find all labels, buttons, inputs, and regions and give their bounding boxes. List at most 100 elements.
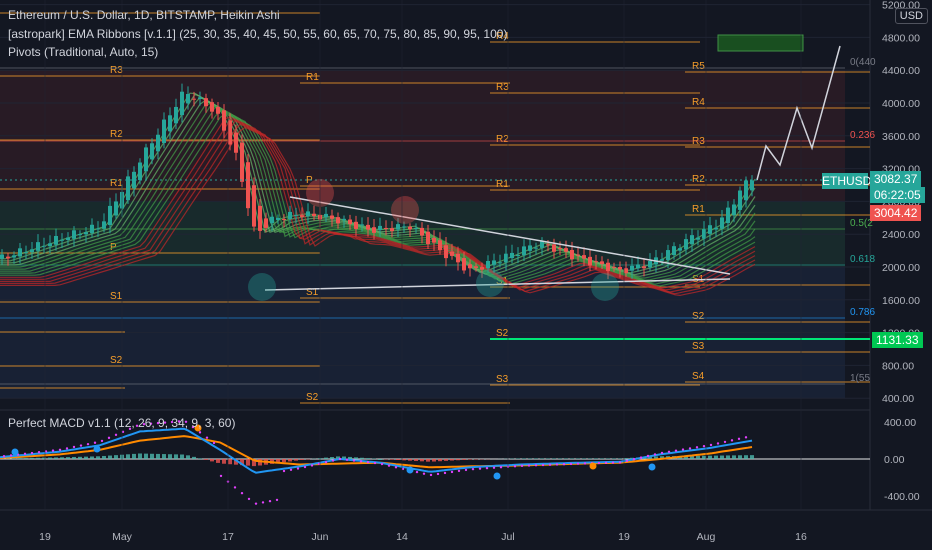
histogram-bar xyxy=(72,456,76,459)
candle-body xyxy=(24,252,28,254)
histogram-bar xyxy=(48,457,52,459)
magenta-dot xyxy=(296,467,300,470)
candle-body xyxy=(186,94,190,104)
currency-badge[interactable]: USD xyxy=(894,8,928,24)
candle-body xyxy=(348,219,352,225)
price-tick-label: 4000.00 xyxy=(882,98,920,110)
magenta-dot xyxy=(415,470,419,474)
candle-body xyxy=(588,256,592,266)
magenta-dot xyxy=(618,461,622,464)
candle-body xyxy=(414,227,418,229)
pivot-label: R1 xyxy=(110,178,123,189)
pivot-label: S4 xyxy=(692,371,705,382)
magenta-dot xyxy=(422,472,426,475)
cross-marker xyxy=(11,448,19,456)
histogram-bar xyxy=(378,459,382,460)
histogram-bar xyxy=(12,458,16,459)
ema-ribbon-line xyxy=(0,120,756,293)
candle-body xyxy=(534,247,538,249)
magenta-dot xyxy=(443,471,447,475)
candle-body xyxy=(630,265,634,271)
price-tick-label: 400.00 xyxy=(882,393,914,405)
last-price-tag: 3082.37 xyxy=(870,171,922,187)
pivot-label: P xyxy=(306,175,313,186)
histogram-bar xyxy=(630,457,634,459)
magenta-dot xyxy=(72,445,76,449)
histogram-bar xyxy=(702,455,706,459)
histogram-bar xyxy=(294,459,298,461)
candle-body xyxy=(144,147,148,172)
candle-body xyxy=(390,228,394,232)
candle-body xyxy=(636,264,640,269)
candle-body xyxy=(198,97,202,99)
magenta-dot xyxy=(198,431,202,434)
histogram-bar xyxy=(720,455,724,459)
candle-body xyxy=(72,230,76,239)
histogram-bar xyxy=(738,455,742,459)
target-box xyxy=(717,34,804,52)
time-tick-label: May xyxy=(112,531,133,543)
pivot-label: R4 xyxy=(496,31,509,42)
histogram-bar xyxy=(420,459,424,462)
ema-ribbons-legend[interactable]: [astropark] EMA Ribbons [v.1.1] (25, 30,… xyxy=(8,27,508,41)
candle-body xyxy=(420,227,424,236)
histogram-bar xyxy=(594,458,598,459)
histogram-bar xyxy=(750,455,754,459)
magenta-dot xyxy=(79,444,83,447)
pivot-label: R2 xyxy=(692,174,705,185)
magenta-dot xyxy=(324,461,328,464)
signal-circle xyxy=(248,273,276,301)
candle-body xyxy=(528,245,532,251)
cross-marker xyxy=(589,462,597,470)
macd-legend[interactable]: Perfect MACD v1.1 (12, 26, 9, 34, 9, 3, … xyxy=(8,416,236,430)
magenta-dot xyxy=(366,461,370,464)
histogram-bar xyxy=(612,458,616,459)
candle-body xyxy=(612,266,616,268)
magenta-dot xyxy=(534,464,538,467)
pivots-legend[interactable]: Pivots (Traditional, Auto, 15) xyxy=(8,45,159,59)
pivot-label: S2 xyxy=(496,328,509,339)
pivot-label: S2 xyxy=(110,355,123,366)
histogram-bar xyxy=(360,457,364,459)
magenta-dot xyxy=(359,460,363,463)
magenta-dot xyxy=(709,443,713,447)
histogram-bar xyxy=(660,456,664,459)
magenta-dot xyxy=(513,465,517,468)
histogram-bar xyxy=(744,455,748,459)
magenta-dot xyxy=(149,422,153,425)
candle-body xyxy=(456,253,460,263)
magenta-dot xyxy=(86,442,90,446)
magenta-dot xyxy=(261,501,265,504)
magenta-dot xyxy=(716,442,720,445)
candle-body xyxy=(294,214,298,216)
histogram-bar xyxy=(210,459,214,462)
magenta-dot xyxy=(569,462,573,466)
candle-body xyxy=(444,245,448,259)
candle-body xyxy=(90,224,94,234)
histogram-bar xyxy=(108,455,112,459)
price-tick-label: 1600.00 xyxy=(882,295,920,307)
magenta-dot xyxy=(30,451,34,455)
candle-body xyxy=(546,244,550,246)
histogram-bar xyxy=(516,458,520,459)
candle-body xyxy=(462,258,466,271)
histogram-bar xyxy=(654,456,658,459)
magenta-dot xyxy=(51,449,55,452)
histogram-bar xyxy=(402,459,406,461)
magenta-dot xyxy=(744,436,748,439)
histogram-bar xyxy=(444,459,448,461)
histogram-bar xyxy=(468,459,472,460)
magenta-dot xyxy=(205,436,209,439)
macd-tick-label: -400.00 xyxy=(884,491,920,503)
candle-body xyxy=(564,248,568,252)
candle-body xyxy=(300,215,304,217)
candle-body xyxy=(312,213,316,217)
candle-body xyxy=(558,248,562,250)
histogram-bar xyxy=(606,458,610,459)
magenta-dot xyxy=(373,461,377,465)
magenta-dot xyxy=(275,498,279,502)
magenta-dot xyxy=(730,439,734,442)
candle-body xyxy=(720,217,724,229)
magenta-dot xyxy=(436,472,440,476)
